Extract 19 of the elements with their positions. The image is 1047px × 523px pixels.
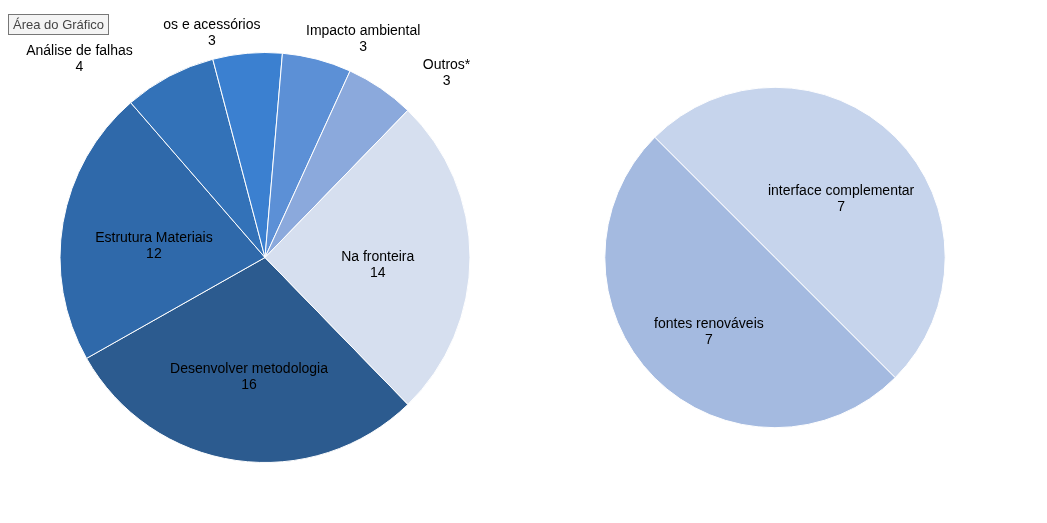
data-label: 14 bbox=[369, 264, 386, 281]
slice-label: Análise de falhas bbox=[26, 41, 133, 58]
data-label: 3 bbox=[442, 71, 451, 88]
data-label: 7 bbox=[704, 330, 713, 347]
text: Área do Gráfico bbox=[8, 14, 110, 35]
slice-label: os e acessórios bbox=[163, 15, 261, 32]
data-label: 3 bbox=[359, 38, 368, 55]
data-label: 16 bbox=[241, 376, 257, 393]
data-label: 4 bbox=[75, 57, 84, 74]
slice-label: Estrutura Materiais bbox=[95, 229, 213, 246]
slice-label: Impacto ambiental bbox=[306, 22, 421, 39]
data-label: 3 bbox=[207, 31, 216, 48]
data-label: 7 bbox=[837, 198, 846, 215]
data-label: 12 bbox=[146, 245, 162, 262]
slice-label: Desenvolver metodologia bbox=[170, 360, 329, 377]
slice-label: Na fronteira bbox=[341, 248, 415, 265]
slice-label: Outros* bbox=[422, 55, 471, 72]
slice-label: interface complementar bbox=[767, 182, 915, 199]
slice-label: fontes renováveis bbox=[654, 314, 764, 331]
